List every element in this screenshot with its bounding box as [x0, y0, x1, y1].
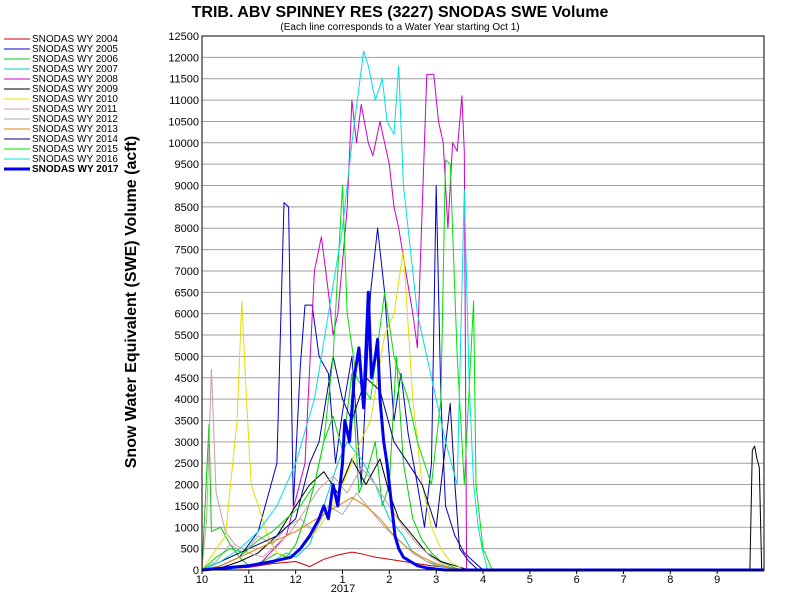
- y-tick-label: 11500: [169, 74, 199, 86]
- y-tick-label: 8000: [175, 223, 199, 235]
- legend-label: SNODAS WY 2007: [32, 64, 118, 75]
- y-tick-label: 4000: [175, 394, 199, 406]
- legend-label: SNODAS WY 2017: [32, 164, 119, 175]
- series-line-snodas-wy-2010: [201, 249, 764, 571]
- x-tick-label: 2: [386, 574, 392, 586]
- series-lines: [201, 50, 764, 572]
- chart-title: TRIB. ABV SPINNEY RES (3227) SNODAS SWE …: [192, 4, 609, 21]
- legend-label: SNODAS WY 2004: [32, 34, 118, 45]
- y-tick-label: 7500: [175, 245, 199, 257]
- legend-label: SNODAS WY 2016: [32, 154, 118, 165]
- legend-label: SNODAS WY 2008: [32, 74, 118, 85]
- series-line-snodas-wy-2011: [201, 368, 764, 571]
- legend-label: SNODAS WY 2009: [32, 84, 118, 95]
- legend-label: SNODAS WY 2010: [32, 94, 118, 105]
- chart-subtitle: (Each line corresponds to a Water Year s…: [280, 22, 519, 33]
- legend-label: SNODAS WY 2014: [32, 134, 118, 145]
- y-tick-label: 9000: [175, 181, 199, 193]
- x-tick-labels: 10 11 12 1 2 3 4 5 6 7 8 9: [196, 570, 720, 586]
- legend-label: SNODAS WY 2013: [32, 124, 118, 135]
- x-tick-label: 5: [527, 574, 533, 586]
- y-tick-label: 3000: [175, 437, 199, 449]
- y-tick-label: 1500: [175, 501, 199, 513]
- series-line-snodas-wy-2017: [201, 290, 764, 572]
- y-axis-label: Snow Water Equivalent (SWE) Volume (acft…: [123, 136, 140, 468]
- legend-label: SNODAS WY 2006: [32, 54, 118, 65]
- series-line-snodas-wy-2009: [201, 445, 764, 571]
- y-tick-labels: 0 500 1000 1500 2000 2500 3000 3500 4000 4500 5000…: [168, 31, 199, 577]
- y-tick-label: 0: [193, 565, 199, 577]
- x-tick-label: 7: [620, 574, 626, 586]
- series-line-snodas-wy-2013: [201, 496, 764, 571]
- x-tick-label: 6: [574, 574, 580, 586]
- y-tick-label: 10000: [168, 138, 199, 150]
- legend-label: SNODAS WY 2015: [32, 144, 118, 155]
- y-tick-label: 7000: [175, 266, 199, 278]
- legend-label: SNODAS WY 2011: [32, 104, 118, 115]
- y-tick-label: 6000: [175, 309, 199, 321]
- y-tick-label: 6500: [175, 287, 199, 299]
- y-tick-label: 2000: [175, 480, 199, 492]
- series-line-snodas-wy-2005: [201, 185, 764, 571]
- y-tick-label: 8500: [175, 202, 199, 214]
- y-tick-label: 1000: [175, 522, 199, 534]
- y-tick-label: 2500: [175, 458, 199, 470]
- x-tick-label: 10: [196, 574, 208, 586]
- y-tick-label: 500: [181, 544, 199, 556]
- y-tick-label: 12500: [168, 31, 199, 43]
- legend-label: SNODAS WY 2012: [32, 114, 118, 125]
- x-tick-label: 8: [667, 574, 673, 586]
- y-tick-label: 12000: [168, 52, 199, 64]
- x-tick-label: 12: [290, 574, 302, 586]
- series-line-snodas-wy-2008: [201, 73, 764, 571]
- y-tick-label: 3500: [175, 415, 199, 427]
- x-tick-label: 4: [480, 574, 486, 586]
- plot-frame: [201, 35, 765, 571]
- x-tick-label: 9: [714, 574, 720, 586]
- series-line-snodas-wy-2016: [201, 50, 764, 571]
- x-tick-label: 3: [433, 574, 439, 586]
- x-tick-label: 11: [243, 574, 254, 586]
- y-tick-label: 10500: [168, 116, 199, 128]
- x-tick-label: 1: [339, 574, 345, 586]
- y-tick-label: 11000: [169, 95, 199, 107]
- series-line-snodas-wy-2015: [201, 159, 764, 571]
- y-tick-label: 5500: [175, 330, 199, 342]
- y-tick-label: 5000: [175, 351, 199, 363]
- grid-lines: [202, 56, 764, 550]
- y-tick-label: 9500: [175, 159, 199, 171]
- legend-label: SNODAS WY 2005: [32, 44, 118, 55]
- y-tick-label: 4500: [175, 373, 199, 385]
- x-year-label: 2017: [331, 583, 355, 595]
